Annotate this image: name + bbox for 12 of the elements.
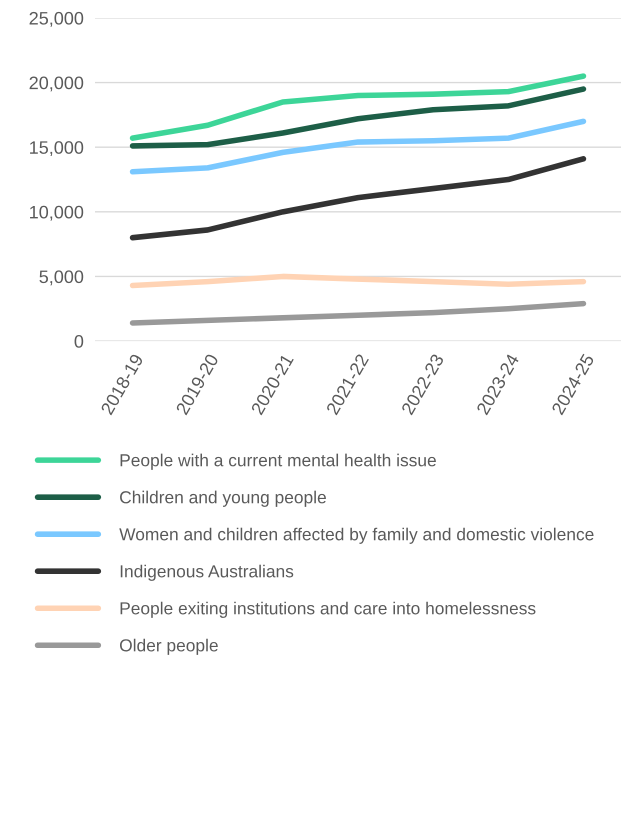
y-tick-label: 10,000 bbox=[30, 206, 84, 221]
legend-label: People exiting institutions and care into homelessness bbox=[120, 602, 536, 618]
y-tick-label: 25,000 bbox=[30, 12, 84, 27]
legend-label: Children and young people bbox=[120, 490, 326, 507]
y-tick-label: 15,000 bbox=[30, 141, 84, 156]
legend-label: Women and children affected by family and domestic violence bbox=[119, 528, 594, 544]
y-tick-label: 0 bbox=[74, 335, 84, 348]
y-tick-label: 5,000 bbox=[39, 270, 84, 286]
y-tick-label: 20,000 bbox=[30, 76, 84, 92]
legend-label: Indigenous Australians bbox=[120, 564, 294, 581]
legend-label: People with a current mental health issue bbox=[120, 454, 436, 470]
legend-label: Older people bbox=[120, 638, 218, 655]
